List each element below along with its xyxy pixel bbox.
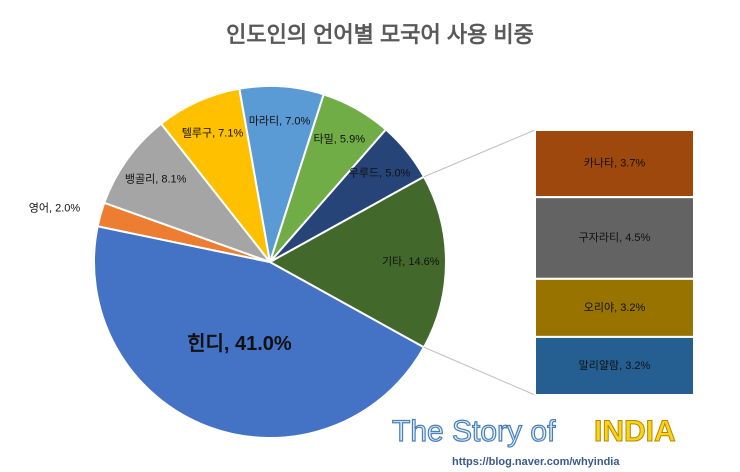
data-label: 뱅골리, 8.1% (125, 173, 187, 186)
data-label: 마라티, 7.0% (249, 114, 311, 127)
bar-label: 구자라티, 4.5% (579, 231, 651, 244)
data-label: 타밀, 5.9% (314, 132, 366, 145)
bar-segment (534, 196, 695, 280)
data-label: 텔루구, 7.1% (182, 126, 244, 139)
bar-segment (534, 129, 695, 199)
watermark-highlight: INDIA (594, 415, 676, 448)
pie-slice (267, 175, 447, 349)
bar-label: 오리야, 3.2% (584, 301, 646, 314)
data-label: 영어, 2.0% (29, 202, 81, 215)
pie-slice (93, 225, 426, 439)
bar-segment (534, 277, 695, 338)
data-label: 힌디, 41.0% (187, 332, 292, 355)
source-url: https://blog.naver.com/whyindia (452, 456, 620, 468)
connector-line (423, 346, 536, 396)
pie-slice (102, 122, 273, 265)
chart-title: 인도인의 언어별 모국어 사용 비중 (226, 22, 534, 47)
data-label: 기타, 14.6% (382, 255, 440, 268)
bar-label: 카나타, 3.7% (584, 156, 646, 169)
watermark: The Story of (392, 415, 556, 448)
bar-segment (534, 335, 695, 397)
connector-line (423, 129, 536, 178)
bar-label: 말리얄람, 3.2% (579, 358, 651, 372)
data-label: 우루드, 5.0% (349, 166, 411, 179)
